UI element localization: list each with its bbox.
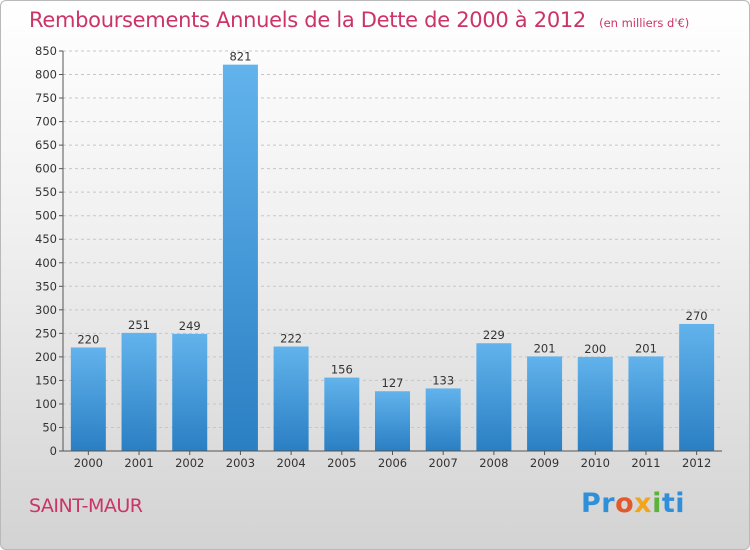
data-label-2003: 821 (229, 50, 251, 64)
bar-2000 (70, 347, 106, 451)
bar-2008 (476, 343, 512, 451)
y-tick-label: 650 (35, 138, 57, 152)
y-tick-label: 250 (35, 326, 57, 340)
y-tick-label: 600 (35, 162, 57, 176)
place-name: SAINT-MAUR (29, 495, 143, 517)
bar-2012 (679, 323, 715, 451)
x-tick-label-2006: 2006 (378, 456, 407, 470)
y-tick-label: 100 (35, 397, 57, 411)
bar-2011 (628, 356, 664, 451)
y-tick-label: 550 (35, 185, 57, 199)
y-tick-label: 200 (35, 350, 57, 364)
x-tick-label-2002: 2002 (175, 456, 204, 470)
grid-lines (63, 50, 722, 452)
y-tick-label: 350 (35, 279, 57, 293)
y-tick-label: 700 (35, 115, 57, 129)
x-tick-label-2003: 2003 (226, 456, 255, 470)
data-label-2002: 249 (179, 319, 201, 333)
y-tick-label: 450 (35, 232, 57, 246)
x-tick-label-2010: 2010 (581, 456, 610, 470)
x-tick-label-2011: 2011 (631, 456, 660, 470)
logo-part: ti (661, 488, 686, 519)
x-tick-label-2004: 2004 (276, 456, 305, 470)
x-axis: 2000 2001 2002 2003 2004 2005 2006 2007 2008 2009… (63, 450, 722, 470)
logo-part: x (634, 488, 653, 519)
bar-2005 (324, 377, 360, 451)
bar-2001 (121, 332, 157, 451)
data-label-2012: 270 (686, 309, 708, 323)
data-label-2005: 156 (331, 363, 353, 377)
proxiti-logo: Proxiti (581, 488, 685, 519)
data-label-2004: 222 (280, 332, 302, 346)
data-label-2010: 200 (584, 342, 606, 356)
x-tick-label-2007: 2007 (429, 456, 458, 470)
data-label-2000: 220 (77, 332, 99, 346)
y-axis: 0 50 100 150 200 250 300 350 400 450 500 550 600 650 7… (35, 44, 64, 458)
y-tick-label: 50 (42, 420, 57, 434)
y-tick-label: 500 (35, 209, 57, 223)
bar-2007 (425, 388, 461, 451)
bar-2009 (527, 356, 563, 451)
y-tick-label: 0 (50, 444, 57, 458)
y-tick-label: 850 (35, 44, 57, 58)
logo-part: o (615, 488, 635, 519)
x-tick-label-2005: 2005 (327, 456, 356, 470)
data-label-2008: 229 (483, 328, 505, 342)
logo-part: Pr (581, 488, 616, 519)
data-label-2006: 127 (382, 376, 404, 390)
chart-title-text: Remboursements Annuels de la Dette de 20… (29, 8, 586, 32)
bars: 220 251 249 821 222 156 127 133 229 201 200 201 270 (70, 50, 715, 451)
bar-2006 (375, 391, 410, 451)
data-label-2007: 133 (432, 373, 454, 387)
data-label-2011: 201 (635, 341, 657, 355)
bar-2004 (273, 346, 309, 451)
logo-part: i (652, 488, 662, 519)
data-label-2009: 201 (534, 341, 556, 355)
bar-2002 (172, 333, 208, 451)
chart-title: Remboursements Annuels de la Dette de 20… (29, 8, 689, 32)
y-tick-label: 750 (35, 91, 57, 105)
y-tick-label: 400 (35, 256, 57, 270)
x-tick-label-2009: 2009 (530, 456, 559, 470)
y-tick-label: 150 (35, 373, 57, 387)
bar-2003 (222, 64, 258, 451)
bar-2010 (577, 356, 613, 451)
data-label-2001: 251 (128, 318, 150, 332)
x-tick-label-2000: 2000 (74, 456, 103, 470)
y-tick-label: 800 (35, 68, 57, 82)
x-tick-label-2008: 2008 (479, 456, 508, 470)
x-tick-label-2001: 2001 (124, 456, 153, 470)
x-tick-label-2012: 2012 (682, 456, 711, 470)
y-tick-label: 300 (35, 303, 57, 317)
chart-unit: (en milliers d'€) (599, 16, 690, 30)
